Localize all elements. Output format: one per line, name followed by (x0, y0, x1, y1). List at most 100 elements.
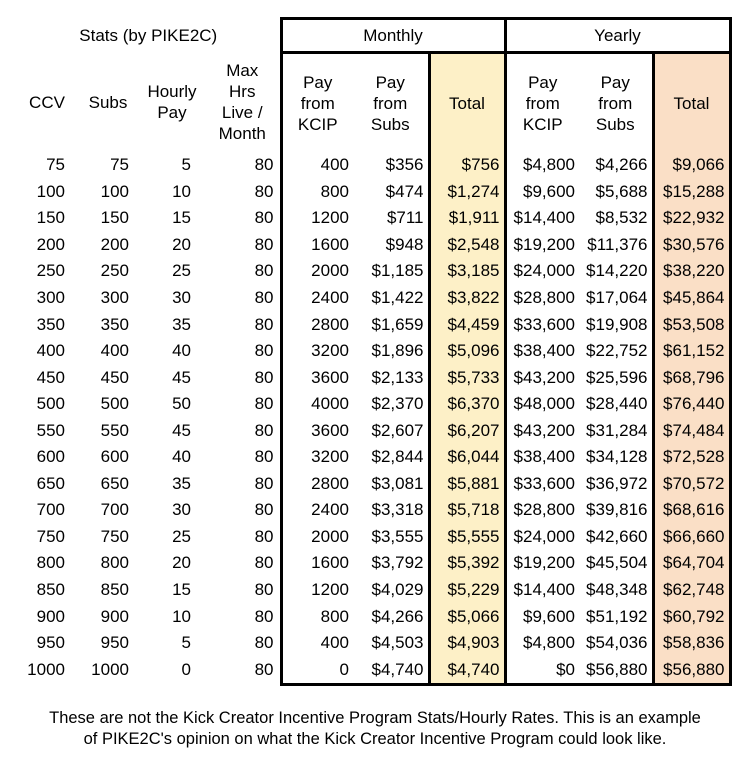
cell-hourly-pay: 40 (172, 341, 191, 361)
cell-max-hrs: 80 (254, 181, 274, 201)
cell-yearly-total: $56,880 (651, 656, 732, 686)
cell-monthly-total: $4,903 (427, 629, 507, 657)
cell-subs: 700 (100, 500, 129, 520)
cell-monthly-kcip: 3200 (279, 444, 353, 471)
cell-hourly-pay: 35 (172, 473, 191, 493)
cell-ccv: 100 (36, 181, 65, 201)
table-row: 150 150 15 80 1200 $711 $1,911 $14,400 $8,532 $22… (17, 205, 732, 232)
cell-ccv: 200 (36, 234, 65, 254)
cell-monthly-kcip: 1200 (279, 576, 353, 604)
cell-yearly-total: $62,748 (651, 576, 732, 604)
table-row: 650 650 35 80 2800 $3,081 $5,881 $33,600 $36,972… (17, 470, 732, 498)
cell-monthly-total: $1,911 (427, 205, 507, 232)
cell-monthly-kcip: 2800 (279, 470, 353, 498)
footer-line-1: These are not the Kick Creator Incentive… (49, 709, 701, 727)
cell-yearly-subs: $5,688 (595, 181, 648, 201)
cell-max-hrs: 80 (254, 208, 274, 228)
cell-yearly-kcip: $24,000 (503, 523, 579, 551)
cell-subs: 750 (100, 526, 129, 546)
cell-monthly-subs: $3,555 (371, 526, 424, 546)
column-header-hourly-pay: Hourly Pay (139, 53, 205, 153)
table-row: 800 800 20 80 1600 $3,792 $5,392 $19,200 $45,504… (17, 550, 732, 577)
table-row: 100 100 10 80 800 $474 $1,274 $9,600 $5,688 $15,2… (17, 178, 732, 206)
cell-yearly-subs: $25,596 (586, 367, 648, 387)
column-header-line: from (300, 93, 335, 113)
cell-ccv: 800 (36, 553, 65, 573)
column-header-line: Hourly (147, 82, 197, 102)
cell-hourly-pay: 20 (172, 553, 191, 573)
cell-subs: 650 (100, 473, 129, 493)
column-header-line: Subs (88, 92, 128, 112)
cell-yearly-total: $74,484 (651, 417, 732, 445)
monthly-group-header: Monthly (279, 17, 507, 53)
cell-monthly-total: $6,044 (427, 444, 507, 471)
cell-max-hrs: 80 (254, 341, 274, 361)
cell-hourly-pay: 25 (172, 526, 191, 546)
cell-hourly-pay: 45 (172, 367, 191, 387)
yearly-group-header: Yearly (505, 17, 732, 53)
cell-monthly-subs: $1,422 (371, 288, 424, 307)
table-body: 75 75 5 80 400 $356 $756 $4,800 $4,266 $9,066 100 1… (17, 152, 732, 686)
cell-yearly-total: $68,616 (651, 497, 732, 524)
cell-monthly-total: $5,229 (427, 576, 507, 604)
cell-subs: 550 (100, 420, 129, 440)
cell-hourly-pay: 5 (181, 155, 191, 175)
cell-ccv: 850 (36, 580, 65, 600)
cell-yearly-kcip: $33,600 (503, 470, 579, 498)
cell-monthly-subs: $1,896 (371, 341, 424, 361)
cell-yearly-kcip: $4,800 (503, 629, 579, 657)
cell-yearly-total: $60,792 (651, 603, 732, 630)
cell-monthly-kcip: 0 (279, 656, 353, 686)
cell-yearly-subs: $56,880 (579, 656, 653, 686)
cell-monthly-total: $6,370 (427, 390, 507, 418)
cell-monthly-total: $4,459 (427, 311, 507, 338)
cell-max-hrs: 80 (254, 580, 274, 600)
cell-max-hrs: 80 (254, 633, 274, 653)
cell-yearly-total: $76,440 (651, 390, 732, 418)
cell-ccv: 250 (36, 261, 65, 281)
cell-monthly-subs: $4,029 (371, 580, 424, 600)
cell-hourly-pay: 10 (172, 181, 191, 201)
cell-monthly-kcip: 1600 (279, 550, 353, 577)
column-header-line: Max (226, 61, 259, 81)
cell-subs: 200 (100, 234, 129, 254)
table-row: 200 200 20 80 1600 $948 $2,548 $19,200 $11,376 $3… (17, 231, 732, 259)
column-header-line: Subs (370, 114, 410, 134)
table-row: 850 850 15 80 1200 $4,029 $5,229 $14,400 $48,348… (17, 576, 732, 604)
cell-monthly-kcip: 400 (279, 152, 353, 179)
column-header-line: from (373, 93, 408, 113)
cell-max-hrs: 80 (254, 473, 274, 493)
cell-monthly-subs: $2,133 (371, 367, 424, 387)
column-header-line: KCIP (522, 114, 563, 134)
cell-monthly-subs: $4,503 (371, 633, 424, 653)
cell-max-hrs: 80 (254, 288, 274, 307)
cell-hourly-pay: 0 (181, 660, 191, 680)
cell-monthly-kcip: 2000 (279, 258, 353, 285)
cell-yearly-subs: $31,284 (586, 420, 648, 440)
column-header-line: from (525, 93, 560, 113)
cell-monthly-subs: $4,740 (353, 656, 429, 686)
cell-ccv: 900 (36, 606, 65, 626)
cell-ccv: 400 (36, 341, 65, 361)
cell-yearly-kcip: $43,200 (503, 364, 579, 391)
cell-monthly-subs: $948 (385, 234, 424, 254)
cell-monthly-total: $756 (427, 152, 507, 179)
cell-yearly-total: $38,220 (651, 258, 732, 285)
cell-yearly-total: $15,288 (651, 178, 732, 206)
cell-monthly-subs: $711 (386, 208, 424, 228)
table-row: 600 600 40 80 3200 $2,844 $6,044 $38,400 $34,128… (17, 444, 732, 471)
cell-yearly-kcip: $14,400 (503, 205, 579, 232)
column-header-line: Live / (221, 103, 263, 123)
cell-monthly-subs: $3,081 (371, 473, 424, 493)
cell-yearly-kcip: $43,200 (503, 417, 579, 445)
cell-yearly-subs: $4,266 (595, 155, 648, 175)
cell-monthly-total: $5,392 (427, 550, 507, 577)
cell-monthly-kcip: 3200 (279, 337, 353, 365)
cell-monthly-total: $2,548 (427, 231, 507, 259)
cell-ccv: 550 (36, 420, 65, 440)
table-row: 700 700 30 80 2400 $3,318 $5,718 $28,800 $39,816… (17, 497, 732, 524)
table-row: 1000 1000 0 80 0 $4,740 $4,740 $0 $56,880 $56,880 (17, 656, 732, 686)
cell-yearly-kcip: $4,800 (503, 152, 579, 179)
column-header-line: Total (673, 93, 710, 113)
cell-yearly-total: $64,704 (651, 550, 732, 577)
